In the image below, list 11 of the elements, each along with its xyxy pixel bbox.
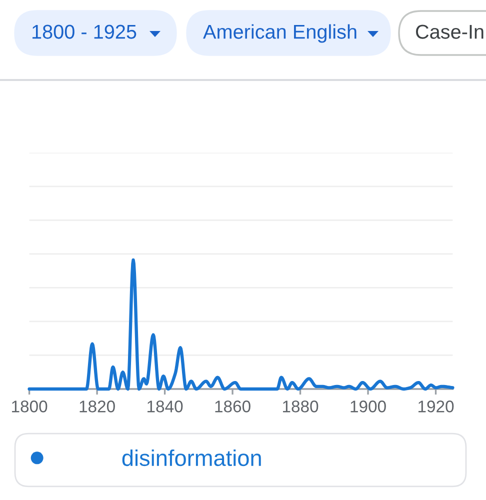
x-tick-label: 1920 bbox=[418, 400, 454, 412]
text: Case-In bbox=[416, 24, 484, 39]
x-tick-label: 1820 bbox=[80, 400, 115, 412]
x-tick-label: 1840 bbox=[148, 400, 183, 412]
x-tick-label: 1860 bbox=[215, 400, 250, 412]
text: 1800 - 1925 bbox=[32, 24, 136, 39]
x-tick-label: 1880 bbox=[283, 400, 318, 412]
text: American English bbox=[203, 24, 356, 43]
x-tick-label: 1900 bbox=[350, 400, 386, 412]
x-tick-label: 1800 bbox=[12, 400, 48, 412]
text: disinformation bbox=[122, 449, 261, 466]
